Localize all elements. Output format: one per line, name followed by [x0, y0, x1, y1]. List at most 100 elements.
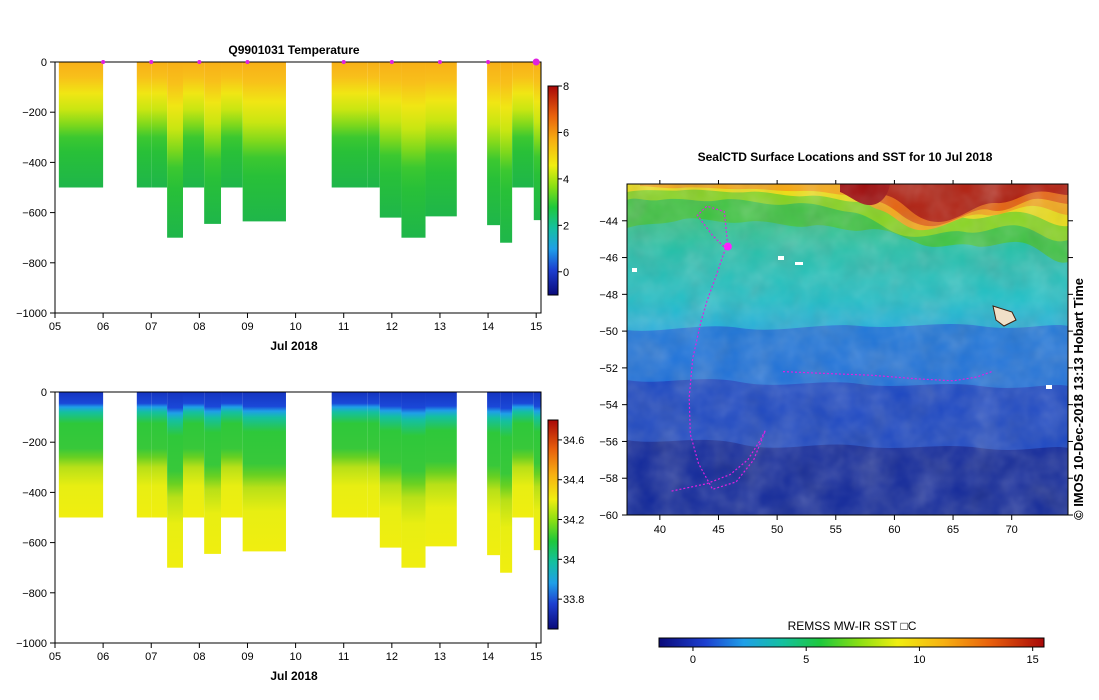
x-tick-label: 05	[49, 321, 61, 333]
x-tick-label: 13	[434, 651, 446, 663]
salinity-x-axis: 05 06 07 08 09 10 11 12 13 14 15	[49, 643, 542, 663]
profile-column-9	[367, 62, 380, 188]
profile-marker	[341, 60, 346, 64]
profile-column-4	[182, 62, 205, 188]
salinity-columns	[58, 392, 541, 573]
map-y-tick-label: −58	[599, 473, 618, 485]
x-tick-label: 09	[241, 321, 253, 333]
sst-map-panel: SealCTD Surface Locations and SST for 10…	[599, 150, 1086, 666]
profile-column-13	[487, 62, 501, 226]
x-tick-label: 12	[386, 651, 398, 663]
profile-column-5	[204, 62, 222, 224]
temperature-y-axis: 0 −200 −400 −600 −800 −1000	[16, 57, 55, 320]
profile-column-0	[58, 62, 104, 188]
x-tick-label: 14	[482, 651, 494, 663]
x-tick-label: 08	[193, 651, 205, 663]
profile-marker	[486, 60, 491, 64]
map-y-tick-label: −46	[599, 253, 618, 265]
profile-column-10	[379, 392, 402, 548]
map-x-tick-label: 40	[654, 524, 666, 536]
temperature-axes-frame	[54, 61, 542, 314]
profile-column-1	[136, 62, 152, 188]
sst-colorbar	[658, 637, 1045, 648]
salinity-colorbar-ticks: 33.8 34 34.2 34.4 34.6	[558, 435, 584, 606]
imos-credit: © IMOS 10-Dec-2018 13:13 Hobart Time	[1071, 278, 1086, 520]
map-y-tick-label: −52	[599, 363, 618, 375]
profile-column-13	[487, 392, 501, 556]
y-tick-label: −600	[22, 538, 47, 550]
colorbar-tick-label: 34.2	[563, 515, 584, 527]
profile-column-14	[500, 392, 513, 573]
profile-column-12	[425, 62, 457, 217]
map-y-tick-label: −56	[599, 436, 618, 448]
map-y-tick-label: −50	[599, 326, 618, 338]
profile-column-10	[379, 62, 402, 218]
x-tick-label: 09	[241, 651, 253, 663]
colorbar-tick-label: 34	[563, 554, 575, 566]
x-tick-label: 10	[289, 321, 301, 333]
temperature-colorbar	[547, 85, 559, 296]
x-tick-label: 15	[530, 651, 542, 663]
sst-colorbar-tick-label: 10	[913, 654, 925, 666]
profile-column-15	[512, 392, 534, 518]
seal-track-line-0	[671, 205, 766, 492]
y-tick-label: −400	[22, 157, 47, 169]
y-tick-label: 0	[41, 57, 47, 69]
salinity-axes-frame	[54, 391, 542, 644]
y-tick-label: −200	[22, 437, 47, 449]
x-tick-label: 15	[530, 321, 542, 333]
salinity-colorbar	[547, 419, 559, 630]
y-tick-label: −200	[22, 107, 47, 119]
colorbar-tick-label: 34.4	[563, 475, 584, 487]
x-tick-label: 06	[97, 651, 109, 663]
y-tick-label: −1000	[16, 308, 47, 320]
profile-column-7	[242, 62, 286, 222]
profile-column-7	[242, 392, 286, 552]
profile-column-16	[533, 62, 541, 221]
temperature-columns	[58, 62, 541, 243]
temperature-colorbar-ticks: 0 2 4 6 8	[558, 81, 569, 279]
y-tick-label: −800	[22, 258, 47, 270]
y-tick-label: −1000	[16, 638, 47, 650]
profile-marker	[101, 60, 106, 64]
temperature-xlabel: Jul 2018	[270, 339, 318, 353]
sst-colorbar-tick-label: 15	[1027, 654, 1039, 666]
x-tick-label: 05	[49, 651, 61, 663]
salinity-panel: 05 06 07 08 09 10 11 12 13 14 15 0 −200 −400 −600 −800…	[16, 387, 584, 683]
profile-column-0	[58, 392, 104, 518]
profile-column-8	[331, 62, 368, 188]
colorbar-tick-label: 8	[563, 81, 569, 93]
map-y-tick-label: −60	[599, 510, 618, 522]
profile-column-6	[221, 392, 243, 518]
profile-marker	[437, 60, 442, 64]
last-position-marker	[723, 242, 732, 251]
salinity-y-axis: 0 −200 −400 −600 −800 −1000	[16, 387, 55, 650]
colorbar-tick-label: 34.6	[563, 435, 584, 447]
profile-marker	[389, 60, 394, 64]
y-tick-label: −600	[22, 208, 47, 220]
x-tick-label: 13	[434, 321, 446, 333]
colorbar-tick-label: 6	[563, 127, 569, 139]
x-tick-label: 11	[338, 651, 349, 663]
island-markers	[632, 256, 1052, 389]
map-x-tick-label: 45	[712, 524, 724, 536]
map-x-tick-label: 60	[888, 524, 900, 536]
profile-column-16	[533, 392, 541, 551]
x-tick-label: 14	[482, 321, 494, 333]
temperature-panel: Q9901031 Temperature 05 06 07 08 09 10 11 12 13 1…	[16, 43, 569, 353]
profile-column-8	[331, 392, 368, 518]
sst-colorbar-tick-label: 5	[803, 654, 809, 666]
sst-map-y-axis: −44 −46 −48 −50 −52 −54 −56 −58 −60	[599, 216, 1073, 522]
sst-colorbar-ticks: 0 5 10 15	[690, 647, 1039, 666]
profile-column-2	[151, 62, 168, 188]
profile-column-11	[401, 392, 426, 568]
x-tick-label: 07	[145, 651, 157, 663]
profile-column-14	[500, 62, 513, 243]
profile-marker	[149, 60, 154, 64]
profile-column-2	[151, 392, 168, 518]
map-x-tick-label: 50	[771, 524, 783, 536]
x-tick-label: 08	[193, 321, 205, 333]
profile-column-15	[512, 62, 534, 188]
map-x-tick-label: 70	[1006, 524, 1018, 536]
